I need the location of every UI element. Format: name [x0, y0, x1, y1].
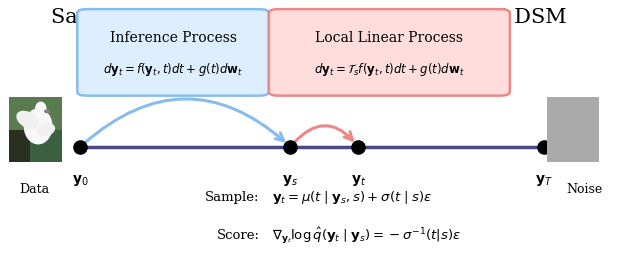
Text: $d\mathbf{y}_t = \mathcal{T}_s f(\mathbf{y}_t,t)dt + g(t)d\mathbf{w}_t$: $d\mathbf{y}_t = \mathcal{T}_s f(\mathbf… — [314, 61, 465, 78]
Text: $\mathbf{y}_t = \mu(t \mid \mathbf{y}_s, s) + \sigma(t \mid s)\varepsilon$: $\mathbf{y}_t = \mu(t \mid \mathbf{y}_s,… — [272, 189, 432, 206]
FancyArrowPatch shape — [85, 99, 284, 143]
FancyBboxPatch shape — [77, 9, 269, 96]
Bar — [9, 97, 62, 130]
Bar — [9, 130, 30, 162]
Point — [75, 145, 85, 149]
Text: $d\mathbf{y}_t = f(\mathbf{y}_t,t)dt + g(t)d\mathbf{w}_t$: $d\mathbf{y}_t = f(\mathbf{y}_t,t)dt + g… — [103, 61, 243, 78]
Ellipse shape — [35, 101, 46, 116]
Text: Sample:: Sample: — [205, 191, 260, 204]
Ellipse shape — [16, 111, 39, 129]
Text: $\mathbf{y}_t$: $\mathbf{y}_t$ — [351, 173, 366, 188]
FancyBboxPatch shape — [269, 9, 510, 96]
Text: $\mathbf{y}_T$: $\mathbf{y}_T$ — [535, 173, 552, 188]
Text: Inference Process: Inference Process — [109, 31, 237, 45]
Text: Local Linear Process: Local Linear Process — [315, 31, 464, 45]
Ellipse shape — [23, 108, 53, 144]
Point — [353, 145, 363, 149]
FancyArrowPatch shape — [294, 126, 352, 143]
Ellipse shape — [44, 110, 50, 113]
Text: Score:: Score: — [216, 229, 260, 242]
Text: Sampling and score estimation using Local DSM: Sampling and score estimation using Loca… — [51, 8, 567, 27]
Text: $\mathbf{y}_0$: $\mathbf{y}_0$ — [72, 173, 88, 188]
Text: $\mathbf{y}_s$: $\mathbf{y}_s$ — [282, 173, 298, 188]
Text: $\nabla_{\mathbf{y}_t} \log \hat{q}(\mathbf{y}_t \mid \mathbf{y}_s) = -\sigma^{-: $\nabla_{\mathbf{y}_t} \log \hat{q}(\mat… — [272, 226, 461, 246]
Point — [286, 145, 295, 149]
Text: Noise: Noise — [566, 183, 602, 196]
Ellipse shape — [37, 123, 55, 137]
Text: Data: Data — [19, 183, 49, 196]
Point — [539, 145, 549, 149]
